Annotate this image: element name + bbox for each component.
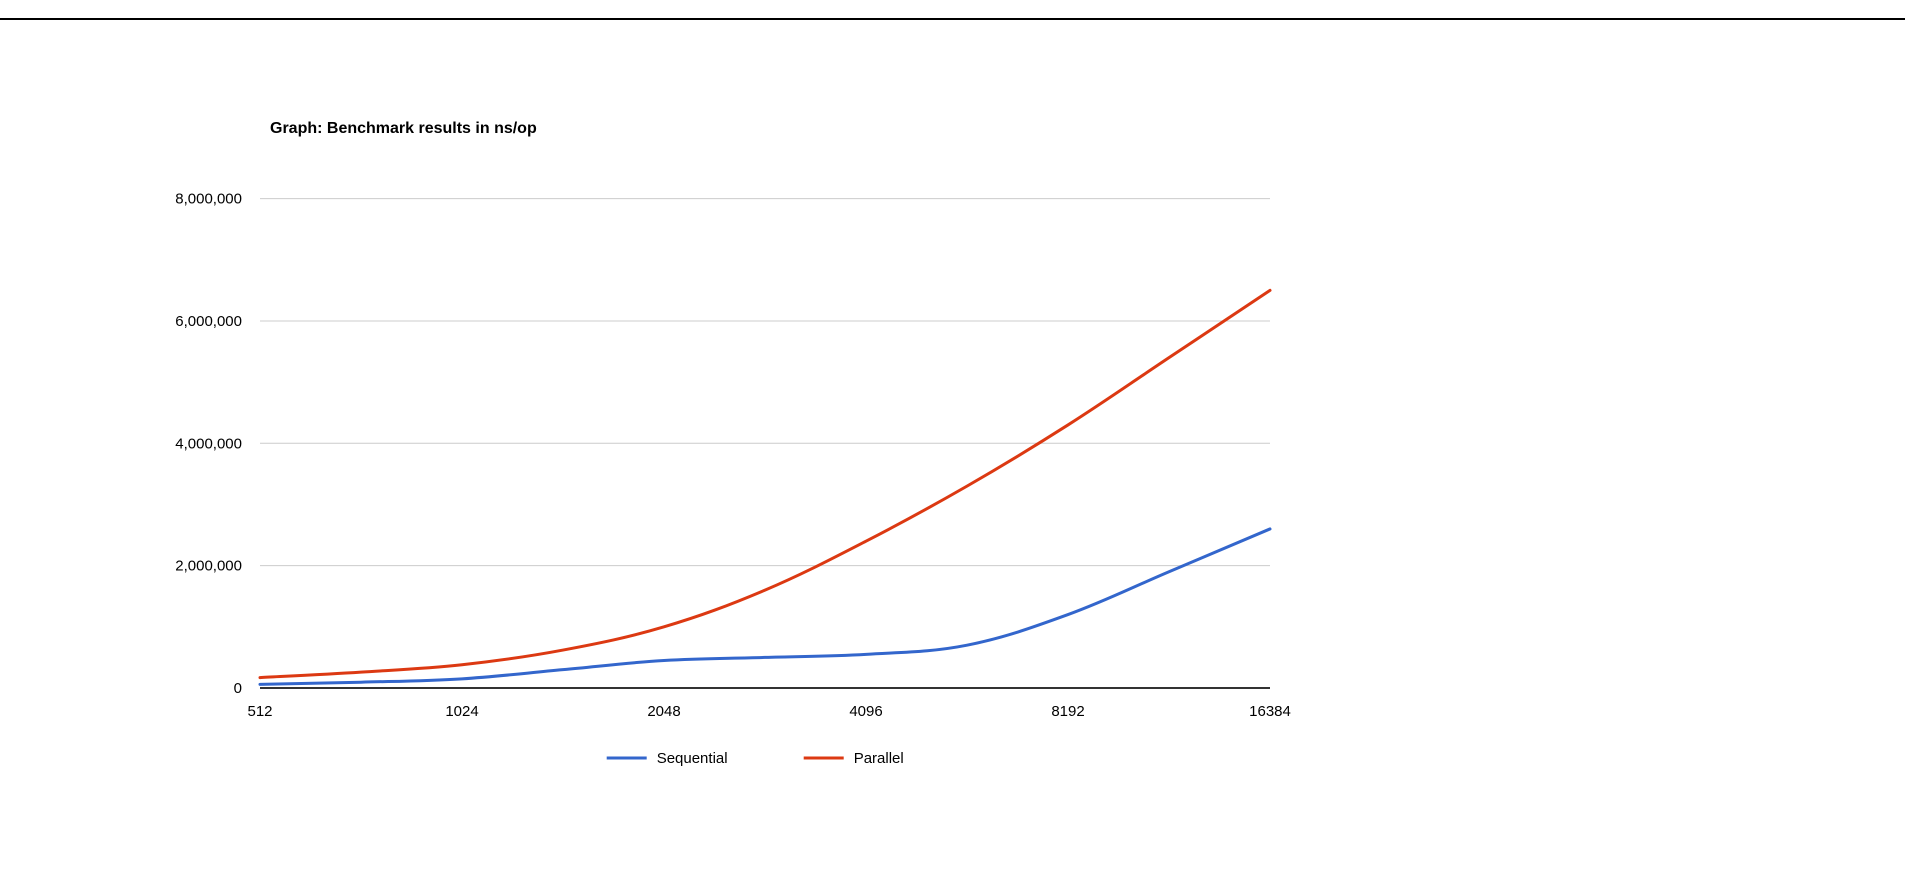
series-line-parallel xyxy=(260,290,1270,677)
series-line-sequential xyxy=(260,529,1270,684)
legend-label-parallel: Parallel xyxy=(854,750,904,767)
y-tick-label: 8,000,000 xyxy=(175,191,242,208)
y-tick-label: 0 xyxy=(234,680,242,697)
x-tick-label: 1024 xyxy=(445,703,478,720)
chart-title: Graph: Benchmark results in ns/op xyxy=(270,120,537,137)
x-tick-label: 8192 xyxy=(1051,703,1084,720)
x-tick-label: 4096 xyxy=(849,703,882,720)
x-tick-label: 2048 xyxy=(647,703,680,720)
x-tick-label: 16384 xyxy=(1249,703,1291,720)
y-tick-label: 6,000,000 xyxy=(175,313,242,330)
legend-label-sequential: Sequential xyxy=(657,750,728,767)
benchmark-line-chart: 0 2,000,000 4,000,000 6,000,000 8,000,000 512… xyxy=(0,18,1905,886)
chart-container: 0 2,000,000 4,000,000 6,000,000 8,000,000 512… xyxy=(0,18,1905,886)
y-tick-label: 4,000,000 xyxy=(175,435,242,452)
y-tick-label: 2,000,000 xyxy=(175,558,242,575)
x-tick-label: 512 xyxy=(247,703,272,720)
